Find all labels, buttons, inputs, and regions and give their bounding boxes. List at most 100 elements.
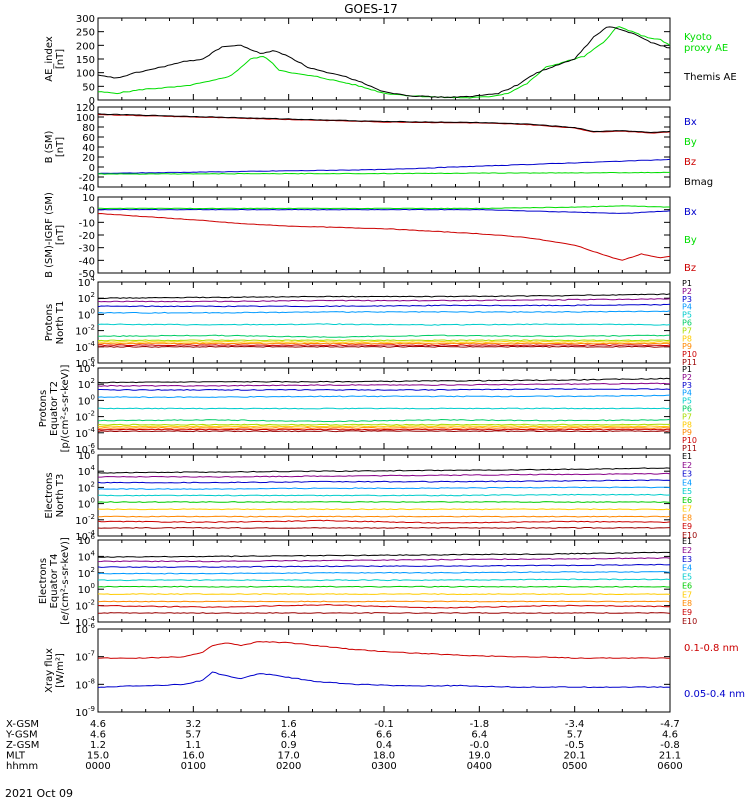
series-line-p8 — [97, 425, 671, 428]
y-tick-label: 100 — [76, 69, 95, 80]
series-line-p10 — [97, 344, 671, 347]
y-tick-label: 102 — [78, 377, 95, 391]
series-line-e8 — [98, 515, 671, 518]
legend-label: P5 — [682, 397, 692, 406]
ephemeris-value: 21.1 — [659, 751, 681, 762]
ephemeris-value: 0500 — [562, 761, 587, 772]
series-line-p11 — [97, 345, 671, 348]
series-line-e9 — [97, 519, 671, 524]
y-tick-label: 80 — [82, 123, 95, 134]
y-tick-label: 104 — [78, 549, 96, 563]
y-tick-label: -50 — [79, 269, 95, 280]
y-tick-label: 60 — [82, 133, 95, 144]
y-tick-label: 10-4 — [75, 426, 95, 440]
legend-label: proxy AE — [684, 43, 728, 54]
series-line-p3 — [97, 303, 671, 308]
legend-label: Bx — [684, 207, 697, 218]
y-axis-title: [W/m²] — [55, 653, 66, 688]
ephemeris-value: 1.1 — [185, 740, 201, 751]
legend-label: E5 — [682, 573, 692, 582]
series-line-e5 — [97, 493, 671, 497]
ephemeris-value: 0.9 — [281, 740, 297, 751]
y-axis-title: [nT] — [55, 137, 66, 157]
ephemeris-value: 5.7 — [567, 730, 583, 741]
y-tick-label: 0 — [89, 96, 95, 107]
y-tick-label: 100 — [78, 393, 95, 407]
y-tick-label: 106 — [78, 533, 96, 547]
y-tick-label: 102 — [78, 480, 95, 494]
panel-frame — [97, 539, 671, 623]
legend-label: E5 — [682, 487, 692, 496]
panel-xray: 10-9 10-8 10-7 10-6 Xray flux [W/m²] 0.1-0.8 n… — [44, 622, 745, 719]
y-axis-title: B (SM) — [44, 130, 55, 163]
series-line-e1 — [97, 467, 671, 474]
legend-label: By — [684, 137, 697, 148]
y-tick-label: 120 — [76, 103, 95, 114]
series-line-e2 — [98, 472, 671, 478]
ephemeris-row-label: hhmm — [6, 761, 38, 772]
series-line-p2 — [97, 298, 671, 303]
series-line-p6 — [97, 418, 671, 423]
legend-label: Kyoto — [684, 32, 712, 43]
legend-label: E7 — [682, 590, 692, 599]
series-line-e8 — [97, 600, 671, 603]
plot-title: GOES-17 — [344, 2, 398, 16]
series-line-p9 — [97, 342, 671, 345]
legend-label: P1 — [682, 365, 692, 374]
y-tick-label: 10-2 — [75, 324, 95, 338]
y-axis-title: [e/(cm²-s-sr-keV)] — [60, 537, 71, 625]
series-line-e9 — [97, 603, 671, 609]
legend-label: P10 — [682, 350, 697, 359]
legend-label: Bmag — [684, 177, 713, 188]
series-line-kyoto-proxy-ae — [97, 26, 671, 99]
y-tick-label: 40 — [82, 143, 95, 154]
y-axis-title: [nT] — [55, 49, 66, 69]
y-tick-label: 104 — [78, 275, 96, 289]
y-tick-label: 10-7 — [75, 650, 95, 664]
ephemeris-value: -1.8 — [470, 719, 490, 730]
series-line-p5 — [97, 407, 671, 410]
series-line-p1 — [97, 377, 671, 384]
y-axis-title: [p/(cm²-s-sr-keV)] — [60, 365, 71, 453]
ephemeris-value: 16.0 — [182, 751, 204, 762]
legend-label: Themis AE — [683, 72, 737, 83]
legend-label: E4 — [682, 564, 692, 573]
y-axis-title: Electrons — [44, 472, 55, 518]
y-tick-label: 10-2 — [75, 513, 95, 527]
y-axis-title: Protons — [38, 390, 49, 427]
series-line-p2 — [97, 382, 671, 387]
ephemeris-value: 0300 — [371, 761, 396, 772]
series-line-e6 — [97, 501, 671, 503]
legend-label: E3 — [682, 470, 692, 479]
legend-label: P8 — [682, 334, 692, 343]
y-tick-label: 100 — [78, 582, 95, 596]
ephemeris-value: -0.1 — [374, 719, 394, 730]
legend-label: P1 — [682, 279, 692, 288]
y-tick-label: 102 — [78, 291, 95, 305]
ephemeris-value: -0.8 — [660, 740, 680, 751]
ephemeris-value: 3.2 — [185, 719, 201, 730]
series-line-e1 — [97, 551, 671, 558]
ephemeris-value: 4.6 — [662, 730, 678, 741]
legend-label: P4 — [682, 303, 692, 312]
y-tick-label: 10-4 — [75, 340, 95, 354]
legend-label: P7 — [682, 412, 692, 421]
ephemeris-value: 0000 — [85, 761, 110, 772]
y-tick-label: -10 — [79, 218, 95, 229]
series-line-p7 — [97, 423, 670, 426]
legend-label: E1 — [682, 452, 692, 461]
y-tick-label: -20 — [79, 231, 95, 242]
series-line-p9 — [97, 426, 671, 429]
ephemeris-value: 20.1 — [564, 751, 586, 762]
ephemeris-value: 4.6 — [90, 719, 106, 730]
series-line-p10 — [97, 428, 671, 431]
ephemeris-value: 0600 — [657, 761, 682, 772]
series-line-0-05-0-4-nm — [97, 671, 671, 689]
y-tick-label: -40 — [79, 256, 95, 267]
legend-label: P11 — [682, 444, 697, 453]
y-axis-title: Xray flux — [44, 648, 55, 693]
y-tick-label: 10-2 — [75, 410, 95, 424]
series-line-e4 — [97, 571, 671, 575]
